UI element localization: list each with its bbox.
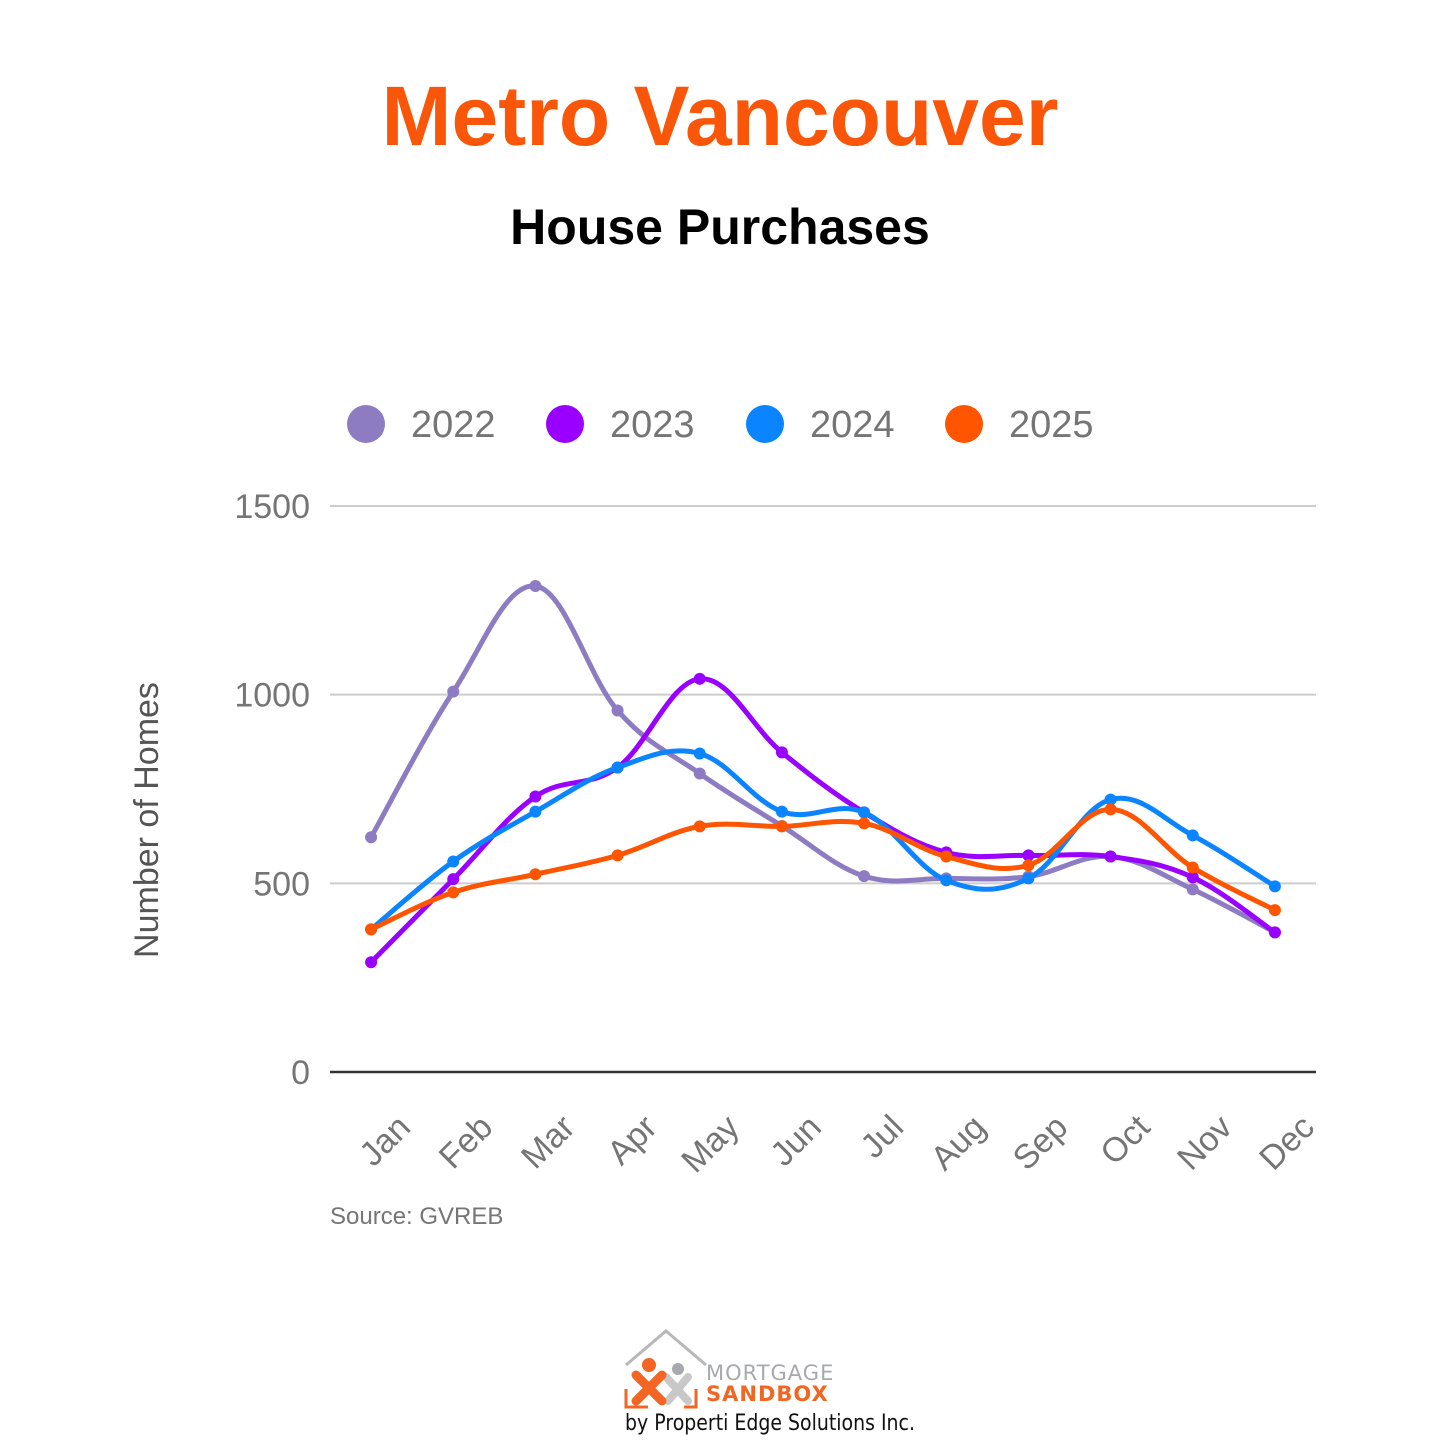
- data-point: [611, 704, 624, 717]
- data-point: [775, 805, 788, 818]
- data-point: [858, 870, 871, 883]
- series-2025: [365, 803, 1281, 936]
- x-tick-label: Dec: [1252, 1108, 1322, 1178]
- data-point: [365, 923, 378, 936]
- legend-item-2023: 2023: [546, 404, 695, 446]
- data-point: [529, 579, 542, 592]
- y-axis-label: Number of Homes: [128, 682, 166, 958]
- house-people-icon: [624, 1329, 707, 1409]
- data-point: [940, 874, 953, 887]
- company-byline: by Properti Edge Solutions Inc.: [625, 1411, 915, 1436]
- data-point: [775, 746, 788, 759]
- data-point: [529, 790, 542, 803]
- data-point: [1186, 861, 1199, 874]
- legend-label: 2023: [610, 404, 695, 446]
- data-point: [529, 868, 542, 881]
- data-point: [693, 820, 706, 833]
- series-2024: [365, 747, 1281, 936]
- data-point: [1022, 859, 1035, 872]
- data-point: [611, 761, 624, 774]
- y-tick-label: 500: [253, 865, 310, 903]
- x-tick-label: Oct: [1093, 1108, 1158, 1173]
- data-point: [447, 855, 460, 868]
- data-point: [1186, 871, 1199, 884]
- data-point: [1022, 872, 1035, 885]
- y-tick-label: 0: [291, 1054, 310, 1092]
- x-tick-label: Aug: [923, 1108, 993, 1178]
- legend-dot-icon: [945, 405, 983, 443]
- x-tick-label: May: [674, 1108, 746, 1180]
- y-axis-ticks: 0 500 1000 1500: [234, 488, 310, 1092]
- data-point: [1268, 880, 1281, 893]
- x-tick-label: Jun: [763, 1108, 829, 1174]
- data-point: [858, 817, 871, 830]
- data-point: [1186, 829, 1199, 842]
- x-axis-ticks: Jan Feb Mar Apr May Jun Jul Aug Sep Oct Nov Dec: [352, 1108, 1321, 1181]
- data-point: [858, 806, 871, 819]
- legend-item-2022: 2022: [347, 404, 496, 446]
- data-point: [940, 850, 953, 863]
- data-point: [1022, 849, 1035, 862]
- series-line: [368, 748, 1278, 932]
- data-point: [529, 805, 542, 818]
- data-point: [693, 767, 706, 780]
- x-tick-label: Feb: [432, 1108, 500, 1176]
- legend-dot-icon: [746, 405, 784, 443]
- data-point: [447, 886, 460, 899]
- x-tick-label: Mar: [514, 1108, 582, 1176]
- x-tick-label: Sep: [1006, 1108, 1076, 1178]
- y-tick-label: 1000: [234, 677, 310, 715]
- data-point: [1268, 926, 1281, 939]
- data-point: [1104, 793, 1117, 806]
- logo-text-sandbox: SANDBOX: [706, 1382, 829, 1406]
- chart-series: [365, 579, 1281, 969]
- x-tick-label: Jul: [853, 1108, 911, 1166]
- legend-item-2025: 2025: [945, 404, 1094, 446]
- data-point: [1268, 904, 1281, 917]
- legend-dot-icon: [347, 405, 385, 443]
- data-point: [775, 820, 788, 833]
- mortgage-sandbox-logo: MORTGAGE SANDBOX: [622, 1325, 835, 1417]
- chart-subtitle: House Purchases: [510, 199, 930, 255]
- x-tick-label: Nov: [1170, 1108, 1240, 1178]
- data-point: [611, 849, 624, 862]
- data-point: [447, 685, 460, 698]
- series-2022: [365, 579, 1281, 939]
- data-point: [693, 672, 706, 685]
- data-point: [693, 747, 706, 760]
- legend-label: 2025: [1009, 404, 1094, 446]
- data-point: [365, 831, 378, 844]
- legend-label: 2024: [810, 404, 895, 446]
- logo-text-mortgage: MORTGAGE: [706, 1361, 835, 1385]
- chart-legend: 2022 2023 2024 2025: [347, 404, 1094, 446]
- source-note: Source: GVREB: [330, 1203, 503, 1230]
- chart-gridlines: [330, 505, 1316, 1074]
- y-tick-label: 1500: [234, 488, 310, 526]
- legend-dot-icon: [546, 405, 584, 443]
- data-point: [447, 873, 460, 886]
- data-point: [1186, 883, 1199, 896]
- data-point: [1104, 850, 1117, 863]
- x-tick-label: Apr: [600, 1108, 664, 1172]
- legend-item-2024: 2024: [746, 404, 895, 446]
- page-title: Metro Vancouver: [381, 69, 1059, 163]
- data-point: [365, 956, 378, 969]
- data-point: [1104, 803, 1117, 816]
- x-tick-label: Jan: [352, 1108, 418, 1174]
- legend-label: 2022: [411, 404, 496, 446]
- line-chart: 2022 2023 2024 2025 0 500 1000 1500 Number of …: [128, 404, 1322, 1230]
